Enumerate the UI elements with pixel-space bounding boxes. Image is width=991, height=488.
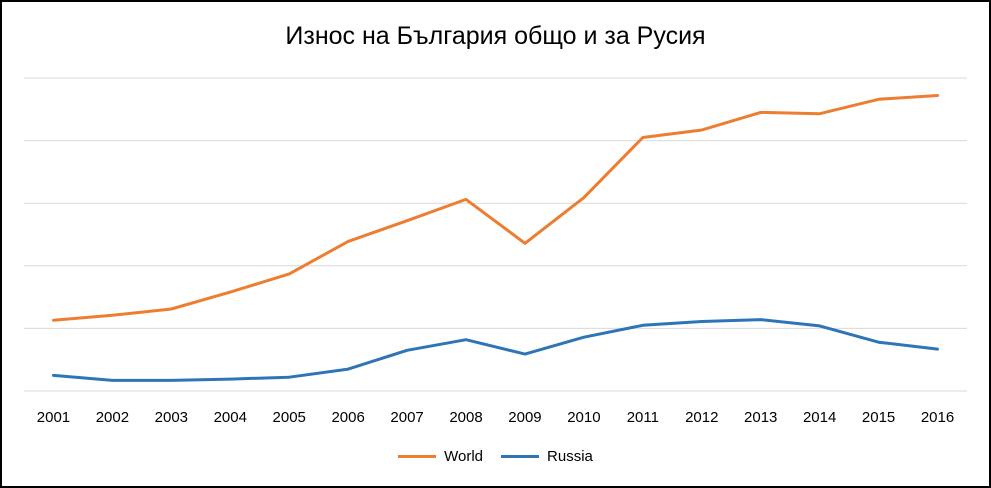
- x-tick-label: 2009: [508, 409, 541, 426]
- series-lines: [52, 94, 939, 382]
- x-tick-label: 2001: [37, 409, 70, 426]
- x-tick-label: 2010: [567, 409, 600, 426]
- legend-item-russia: Russia: [501, 448, 593, 465]
- legend-item-world: World: [398, 448, 483, 465]
- x-tick-label: 2013: [744, 409, 777, 426]
- x-tick-label: 2008: [449, 409, 482, 426]
- gridlines: [24, 77, 967, 392]
- x-tick-label: 2007: [390, 409, 423, 426]
- series-line-russia: [52, 318, 939, 382]
- legend: World Russia: [2, 448, 989, 465]
- x-tick-label: 2012: [685, 409, 718, 426]
- x-tick-label: 2006: [331, 409, 364, 426]
- chart-title: Износ на България общо и за Русия: [285, 22, 706, 50]
- x-tick-label: 2002: [96, 409, 129, 426]
- x-tick-label: 2016: [921, 409, 954, 426]
- x-tick-label: 2005: [273, 409, 306, 426]
- x-tick-label: 2004: [214, 409, 247, 426]
- legend-label-world: World: [444, 448, 484, 465]
- legend-swatch-world: [398, 455, 437, 458]
- x-tick-label: 2015: [862, 409, 895, 426]
- x-tick-label: 2003: [155, 409, 188, 426]
- series-line-world: [52, 94, 939, 322]
- x-tick-label: 2014: [803, 409, 836, 426]
- x-tick-label: 2011: [627, 409, 659, 426]
- legend-label-russia: Russia: [547, 448, 593, 465]
- legend-swatch-russia: [501, 455, 540, 458]
- x-axis-ticks: 2001 2002 2003 2004 2005 2006 2007 2008 2009 2010…: [37, 409, 954, 426]
